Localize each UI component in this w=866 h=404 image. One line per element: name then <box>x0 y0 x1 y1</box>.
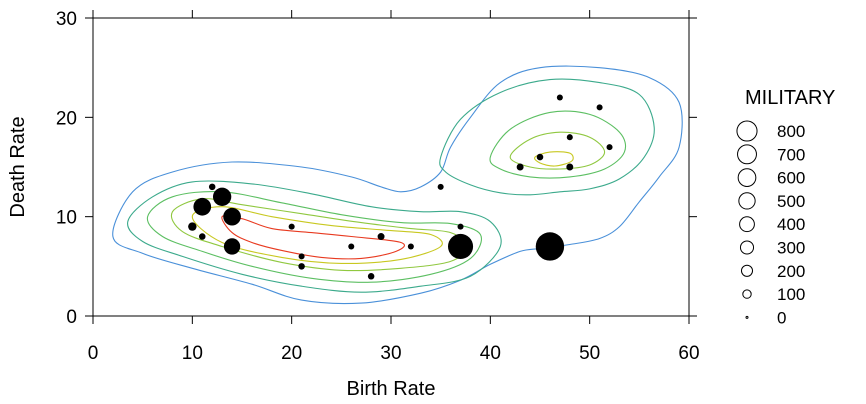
data-point <box>288 223 295 230</box>
data-point <box>348 243 355 250</box>
legend-label: 800 <box>777 122 805 141</box>
contour-level-1-ring-1 <box>112 65 683 305</box>
x-tick-label: 60 <box>678 343 699 364</box>
y-axis: 0 10 20 30 <box>56 9 697 328</box>
legend-label: 100 <box>777 285 805 304</box>
legend-label: 500 <box>777 192 805 211</box>
data-point <box>556 94 563 101</box>
contour-level-2-ring-2 <box>439 78 655 196</box>
x-tick-label: 20 <box>281 343 302 364</box>
data-point <box>457 223 464 230</box>
data-point <box>566 163 574 171</box>
data-point <box>188 222 197 231</box>
y-axis-title: Death Rate <box>7 116 29 217</box>
legend-symbol <box>737 168 757 187</box>
legend-symbol <box>736 120 758 142</box>
data-point <box>606 144 613 151</box>
data-point <box>407 243 414 250</box>
x-tick-label: 40 <box>480 343 501 364</box>
contour-level-3-ring-2 <box>489 110 627 179</box>
data-point <box>377 233 385 241</box>
x-tick-label: 30 <box>380 343 401 364</box>
x-axis-title: Birth Rate <box>347 378 436 400</box>
contour-level-4-ring-2 <box>509 131 606 170</box>
y-tick-label: 0 <box>66 307 77 328</box>
contour-level-2-ring-1 <box>127 180 502 293</box>
contour-level-5-ring-1 <box>191 206 443 264</box>
y-tick-label: 20 <box>56 108 77 129</box>
legend: MILITARY 800 700 600 500 400 300 200 100 0 <box>736 87 835 327</box>
plot-frame <box>92 17 690 317</box>
data-point <box>596 104 603 111</box>
data-point <box>367 273 375 280</box>
legend-symbol <box>737 144 757 165</box>
legend-label: 0 <box>777 308 786 327</box>
data-point <box>516 163 524 171</box>
data-point <box>193 197 212 216</box>
legend-title: MILITARY <box>745 87 835 109</box>
data-point <box>536 153 544 161</box>
data-point <box>199 233 206 240</box>
x-tick-label: 10 <box>182 343 203 364</box>
data-point <box>535 232 565 261</box>
legend-symbol <box>739 240 755 255</box>
data-point <box>566 134 573 141</box>
points-layer <box>188 94 613 280</box>
legend-symbol <box>745 315 749 319</box>
legend-label: 400 <box>777 215 805 234</box>
contour-layer <box>112 65 683 305</box>
x-axis: 0 10 20 30 40 50 60 <box>88 10 700 364</box>
data-point <box>212 187 232 206</box>
legend-symbol <box>739 216 755 233</box>
y-tick-label: 10 <box>56 208 77 229</box>
data-point <box>447 233 474 260</box>
legend-label: 300 <box>777 239 805 258</box>
legend-label: 200 <box>777 262 805 281</box>
legend-symbol <box>742 289 752 299</box>
legend-symbol <box>738 192 756 210</box>
x-tick-label: 50 <box>579 343 600 364</box>
contour-level-4-ring-1 <box>170 198 467 272</box>
x-tick-label: 0 <box>88 343 99 364</box>
data-point <box>298 253 305 260</box>
contour-level-6-ring-1 <box>221 215 405 260</box>
legend-label: 700 <box>777 145 805 164</box>
data-point <box>223 238 241 255</box>
legend-symbol <box>740 264 754 277</box>
contour-level-3-ring-1 <box>146 191 482 283</box>
data-point <box>208 183 216 191</box>
data-point <box>298 263 305 270</box>
data-point <box>437 183 444 190</box>
data-point <box>223 207 241 226</box>
contour-level-5-ring-2 <box>534 151 574 167</box>
legend-label: 600 <box>777 169 805 188</box>
y-tick-label: 30 <box>56 9 77 30</box>
